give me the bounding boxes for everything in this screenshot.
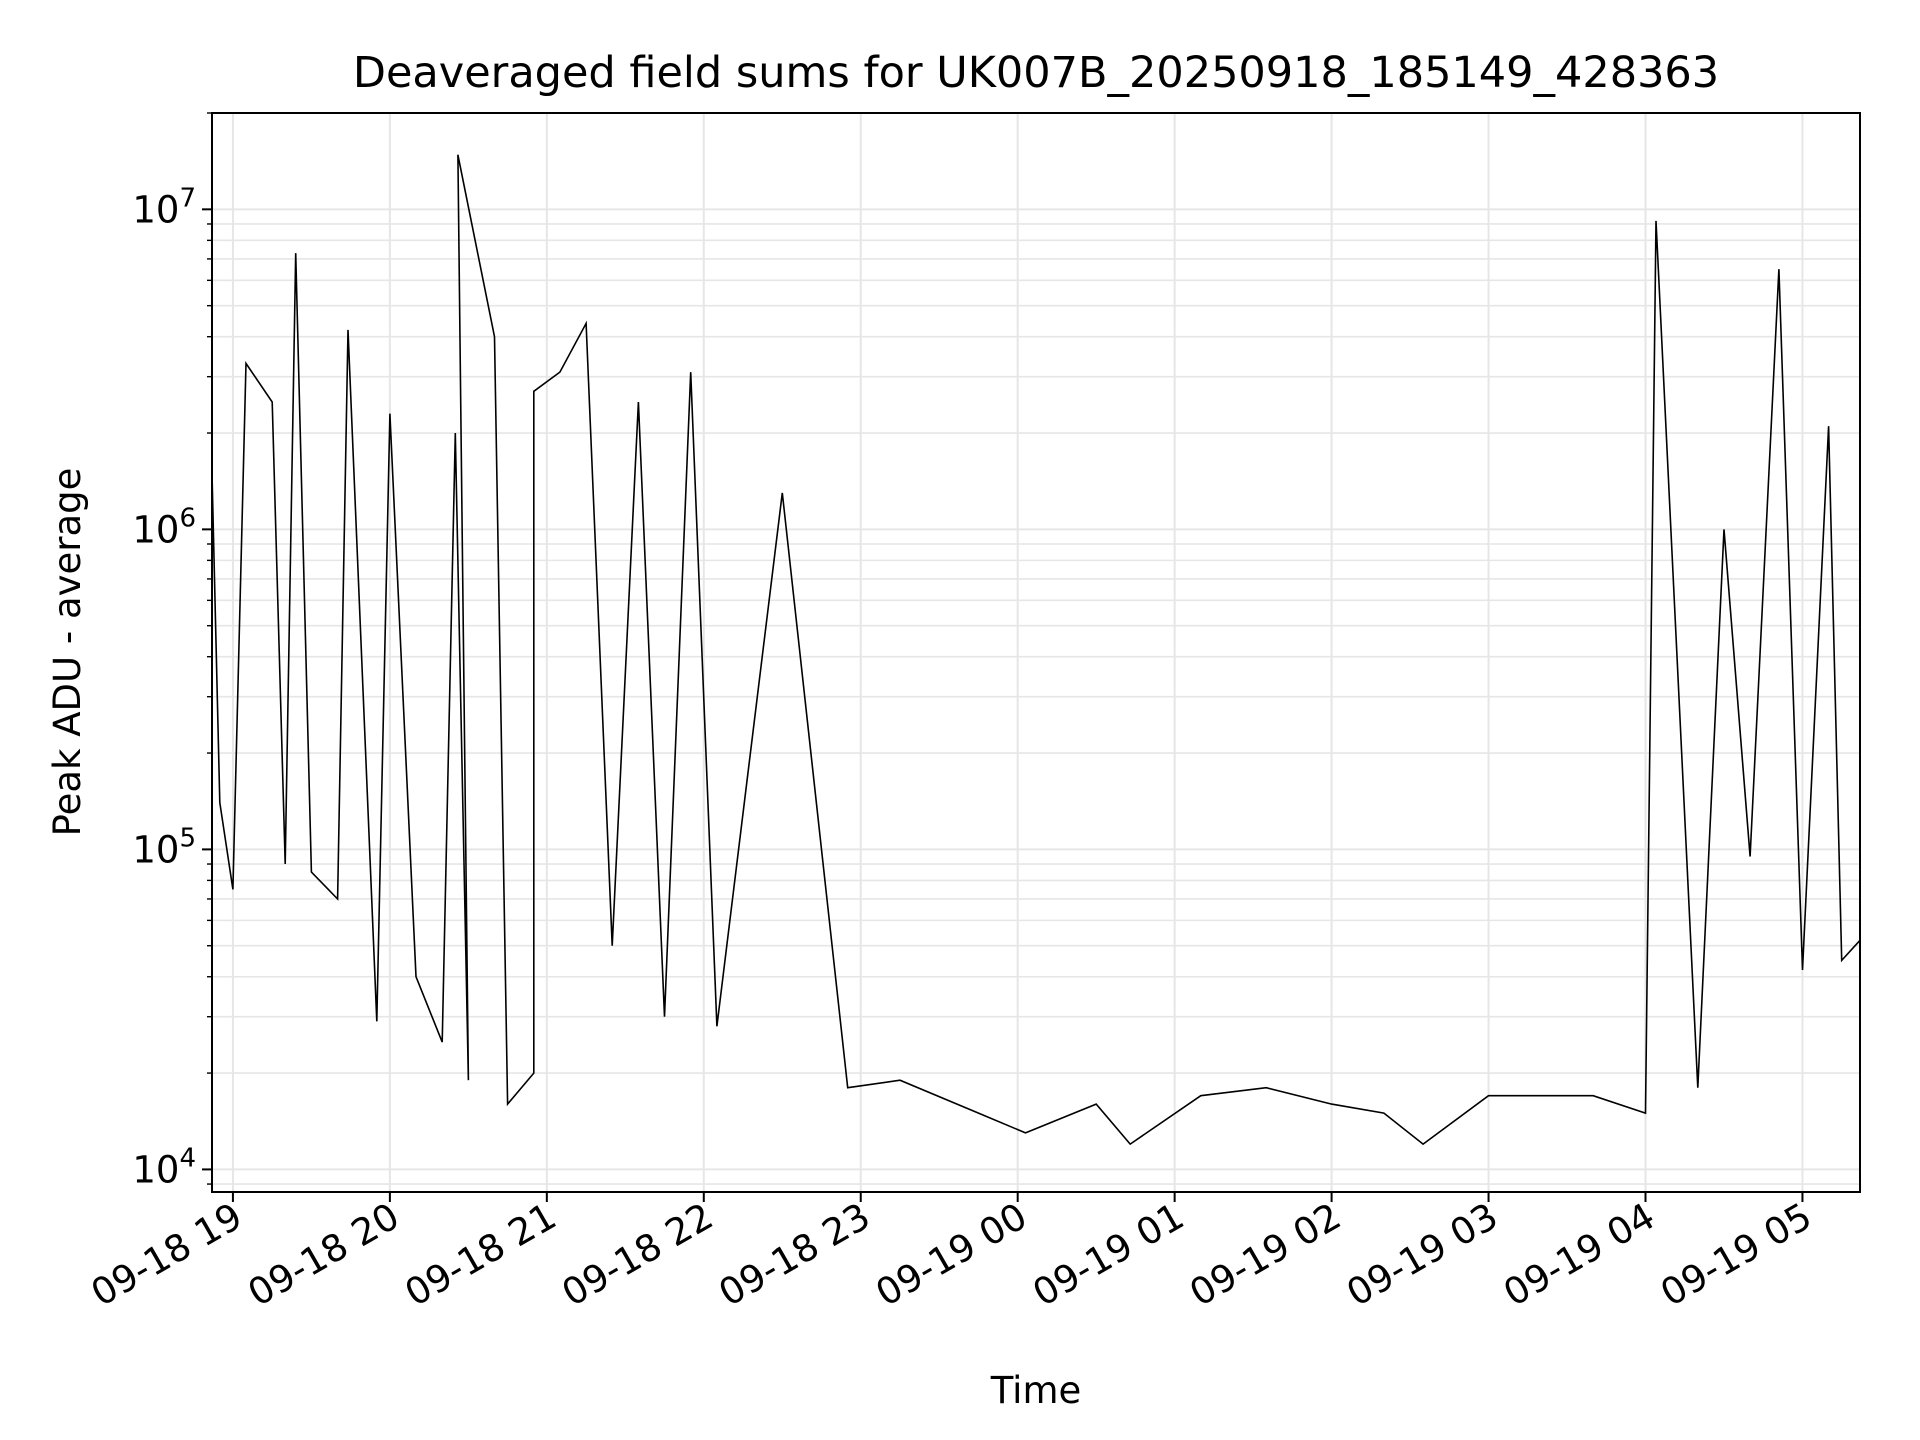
y-tick-label: 105 bbox=[132, 823, 196, 871]
y-axis-label: Peak ADU - average bbox=[46, 468, 89, 837]
chart-title: Deaveraged field sums for UK007B_2025091… bbox=[353, 48, 1719, 98]
y-tick-label: 106 bbox=[132, 503, 196, 551]
plot-frame bbox=[211, 112, 1861, 1193]
grid bbox=[212, 112, 1860, 1192]
series-layer bbox=[211, 154, 1861, 1146]
x-axis-label: Time bbox=[990, 1369, 1082, 1412]
y-tick-label: 104 bbox=[132, 1143, 196, 1191]
y-tick-label: 107 bbox=[132, 183, 196, 231]
y-axis: 104 105 106 107 bbox=[132, 112, 212, 1191]
series-line bbox=[211, 154, 1861, 1146]
